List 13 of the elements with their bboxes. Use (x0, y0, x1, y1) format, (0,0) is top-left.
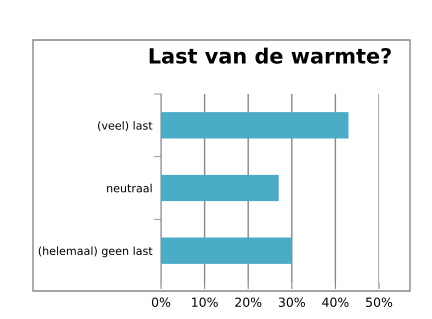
x-tick-label: 50% (366, 298, 392, 307)
bar (161, 174, 279, 202)
chart-title: Last van de warmte? (150, 48, 391, 64)
y-tick-label: (helemaal) geen last (38, 246, 152, 258)
x-tick-label: 30% (278, 298, 305, 307)
x-tick-label: 10% (192, 298, 218, 307)
y-tick-label: neutraal (107, 184, 152, 192)
x-tick-label: 40% (322, 298, 349, 307)
y-tick-label: (veel) last (98, 121, 152, 132)
bar (161, 112, 348, 138)
x-tick-label: 20% (235, 298, 262, 307)
x-tick-label: 0% (152, 298, 170, 307)
bar (161, 238, 292, 264)
